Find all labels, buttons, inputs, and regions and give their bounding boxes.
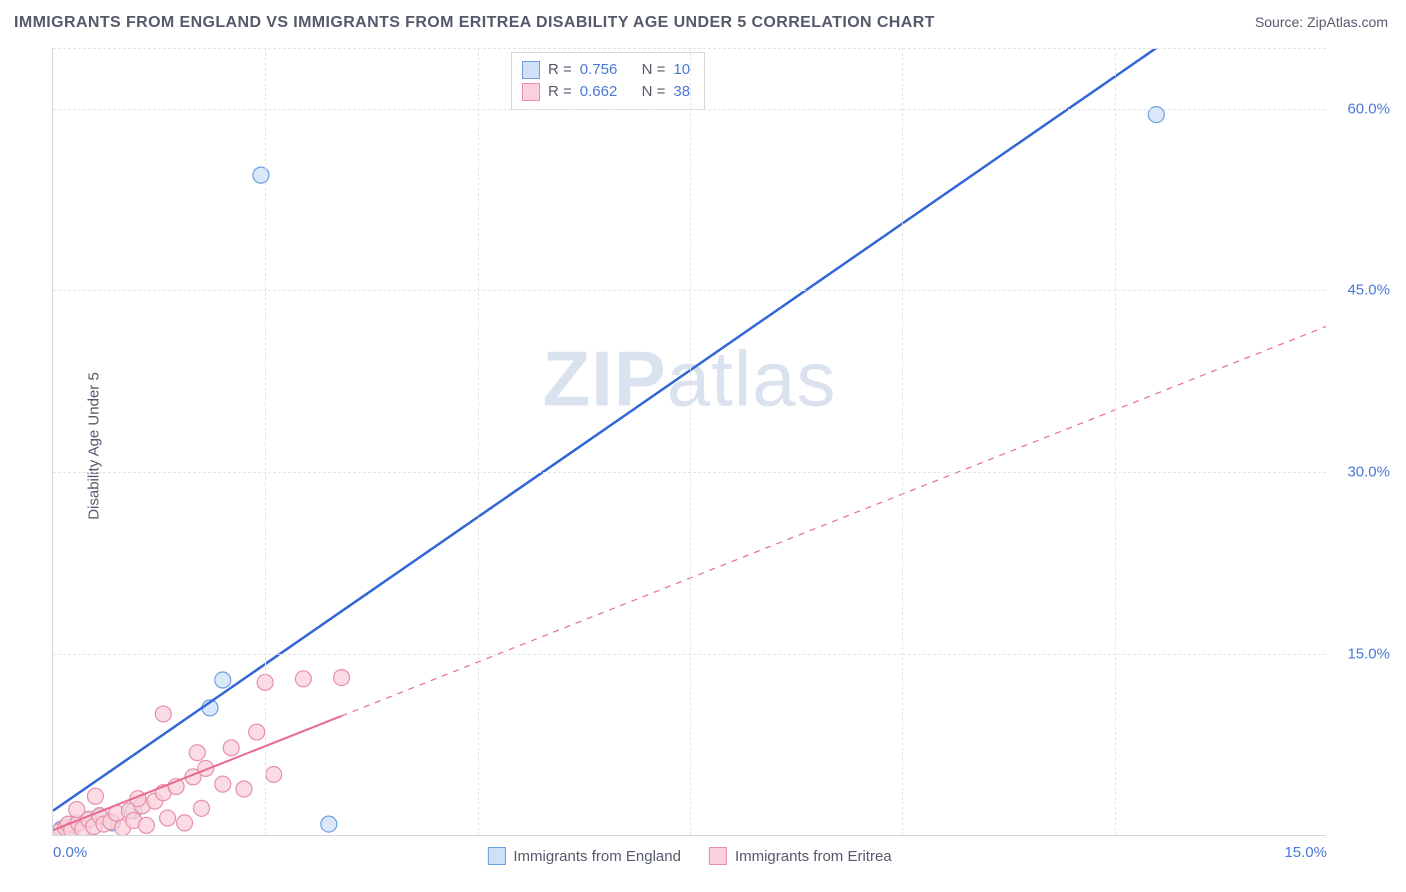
y-tick-label: 30.0% (1332, 464, 1390, 481)
fit-line-dashed (342, 326, 1326, 716)
data-point (266, 766, 282, 782)
swatch-england-icon (487, 847, 505, 865)
gridline-v (478, 48, 479, 835)
data-point (69, 802, 85, 818)
n-label: N = (642, 81, 666, 103)
swatch-eritrea (522, 83, 540, 101)
r-label: R = (548, 59, 572, 81)
data-point (138, 817, 154, 833)
plot-area: ZIPatlas R = 0.756 N = 10 R = 0.662 N = … (52, 48, 1326, 836)
source-label: Source: ZipAtlas.com (1255, 14, 1388, 30)
gridline-v (1115, 48, 1116, 835)
gridline-v (690, 48, 691, 835)
data-point (236, 781, 252, 797)
y-tick-label: 15.0% (1332, 646, 1390, 663)
legend-label-eritrea: Immigrants from Eritrea (735, 848, 892, 865)
data-point (160, 810, 176, 826)
data-point (249, 724, 265, 740)
data-point (321, 816, 337, 832)
legend-stats-row-eritrea: R = 0.662 N = 38 (522, 81, 690, 103)
data-point (223, 740, 239, 756)
legend-item-england: Immigrants from England (487, 847, 681, 865)
data-point (177, 815, 193, 831)
data-point (189, 745, 205, 761)
data-point (215, 776, 231, 792)
data-point (295, 671, 311, 687)
legend-series: Immigrants from England Immigrants from … (487, 847, 891, 865)
y-tick-label: 60.0% (1332, 100, 1390, 117)
swatch-england (522, 61, 540, 79)
chart-title: IMMIGRANTS FROM ENGLAND VS IMMIGRANTS FR… (14, 14, 935, 32)
data-point (194, 800, 210, 816)
gridline-v (265, 48, 266, 835)
data-point (215, 672, 231, 688)
n-value-england: 10 (673, 59, 690, 81)
data-point (253, 167, 269, 183)
data-point (155, 706, 171, 722)
gridline-v (902, 48, 903, 835)
data-point (87, 788, 103, 804)
legend-stats-row-england: R = 0.756 N = 10 (522, 59, 690, 81)
chart-container: IMMIGRANTS FROM ENGLAND VS IMMIGRANTS FR… (0, 0, 1406, 892)
swatch-eritrea-icon (709, 847, 727, 865)
n-value-eritrea: 38 (673, 81, 690, 103)
x-tick-label: 15.0% (1284, 844, 1327, 861)
x-tick-label: 0.0% (53, 844, 87, 861)
n-label: N = (642, 59, 666, 81)
legend-item-eritrea: Immigrants from Eritrea (709, 847, 892, 865)
y-tick-label: 45.0% (1332, 282, 1390, 299)
fit-line (53, 48, 1156, 811)
legend-stats: R = 0.756 N = 10 R = 0.662 N = 38 (511, 52, 705, 110)
legend-label-england: Immigrants from England (513, 848, 681, 865)
r-value-england: 0.756 (580, 59, 618, 81)
r-label: R = (548, 81, 572, 103)
data-point (334, 670, 350, 686)
r-value-eritrea: 0.662 (580, 81, 618, 103)
